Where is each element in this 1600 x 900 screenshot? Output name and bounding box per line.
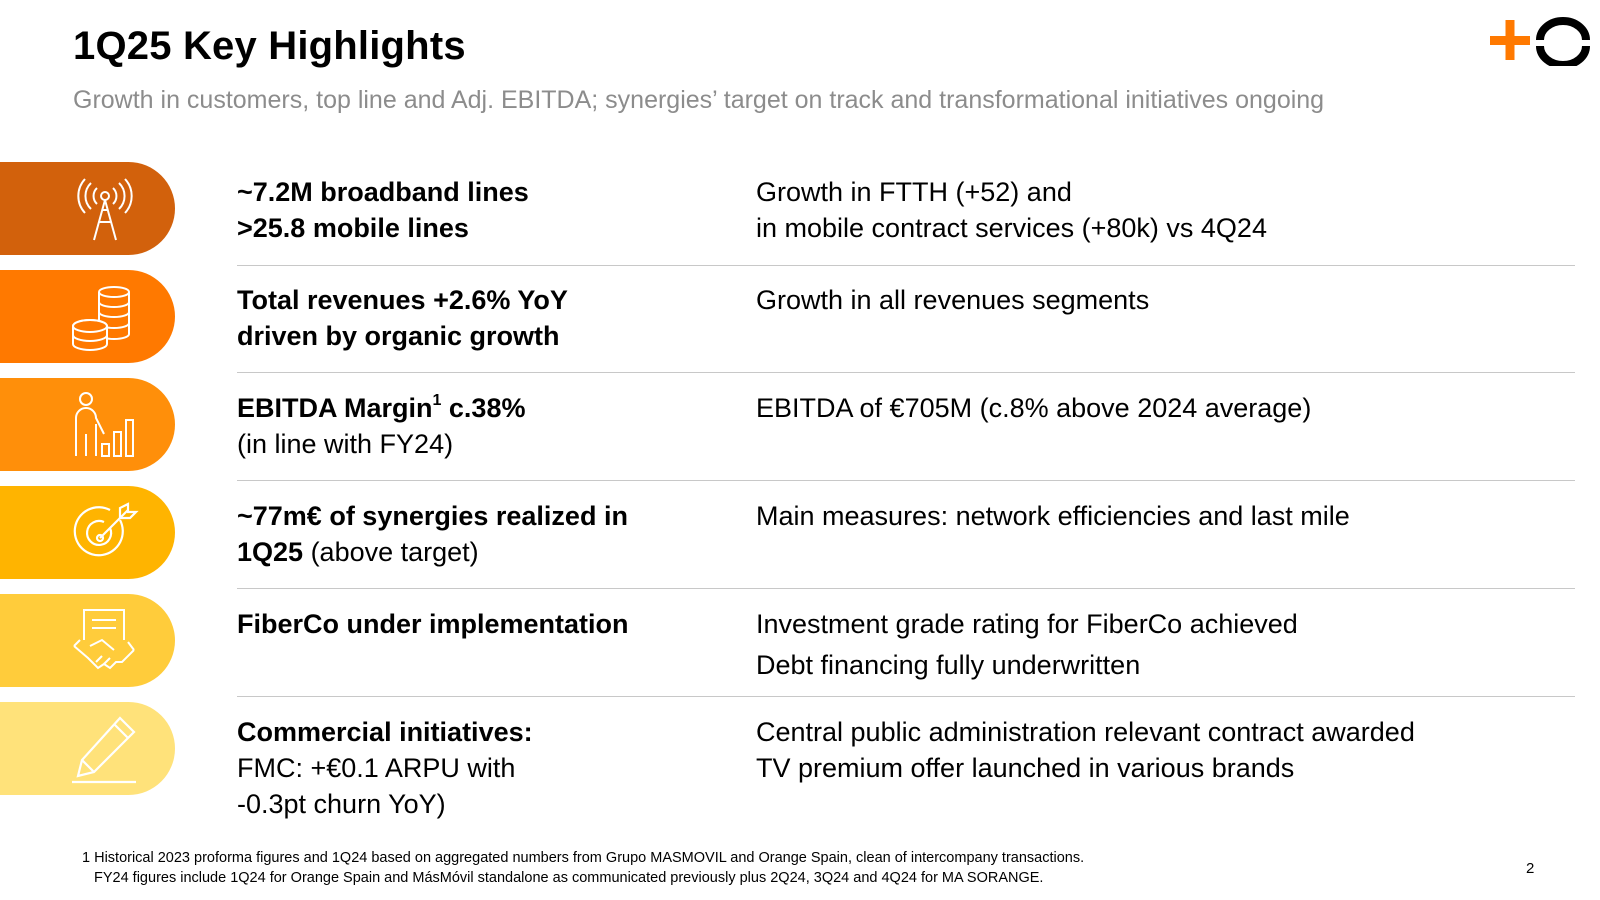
footnote-line: 1 Historical 2023 proforma figures and 1… xyxy=(82,850,1085,866)
highlight-row-customers: ~7.2M broadband lines >25.8 mobile lines… xyxy=(0,162,1600,270)
highlight-row-fiberco: FiberCo under implementation Investment … xyxy=(0,594,1600,702)
highlight-detail: EBITDA of €705M (c.8% above 2024 average… xyxy=(756,393,1312,423)
highlight-detail: Central public administration relevant c… xyxy=(756,717,1415,783)
handshake-document-icon xyxy=(73,609,135,670)
footnote: 1 Historical 2023 proforma figures and 1… xyxy=(82,848,1084,888)
row-pill xyxy=(0,594,175,687)
highlight-detail: Growth in FTTH (+52) and in mobile contr… xyxy=(756,177,1267,243)
highlight-metric: EBITDA Margin1 c.38% (in line with FY24) xyxy=(237,392,526,460)
page-subtitle: Growth in customers, top line and Adj. E… xyxy=(73,86,1325,114)
row-divider xyxy=(237,480,1575,481)
coins-icon xyxy=(72,286,130,351)
page-number: 2 xyxy=(1526,860,1535,877)
masorange-logo-icon xyxy=(1490,17,1590,66)
highlight-metric: ~7.2M broadband lines >25.8 mobile lines xyxy=(237,177,529,243)
row-pill xyxy=(0,378,175,471)
page-title: 1Q25 Key Highlights xyxy=(73,24,466,68)
highlight-row-synergies: ~77m€ of synergies realized in 1Q25 (abo… xyxy=(0,486,1600,594)
row-pill xyxy=(0,270,175,363)
highlight-detail: Investment grade rating for FiberCo achi… xyxy=(756,609,1298,680)
row-pill xyxy=(0,702,175,795)
highlight-metric: Total revenues +2.6% YoY driven by organ… xyxy=(237,285,568,351)
row-divider xyxy=(237,588,1575,589)
target-icon xyxy=(73,502,139,557)
highlight-metric: Commercial initiatives: FMC: +€0.1 ARPU … xyxy=(237,717,533,819)
row-divider xyxy=(237,265,1575,266)
row-pill xyxy=(0,486,175,579)
pencil-icon xyxy=(72,716,136,784)
footnote-line: FY24 figures include 1Q24 for Orange Spa… xyxy=(94,870,1044,886)
highlight-metric: FiberCo under implementation xyxy=(237,609,629,639)
row-divider xyxy=(237,696,1575,697)
highlight-row-ebitda: EBITDA Margin1 c.38% (in line with FY24)… xyxy=(0,378,1600,486)
antenna-icon xyxy=(77,178,133,241)
highlight-detail: Main measures: network efficiencies and … xyxy=(756,501,1350,531)
row-pill xyxy=(0,162,175,255)
person-chart-icon xyxy=(75,392,134,457)
highlight-row-commercial: Commercial initiatives: FMC: +€0.1 ARPU … xyxy=(0,702,1600,819)
highlight-metric: ~77m€ of synergies realized in 1Q25 (abo… xyxy=(237,501,628,567)
highlight-detail: Growth in all revenues segments xyxy=(756,285,1150,315)
row-divider xyxy=(237,372,1575,373)
highlight-row-revenues: Total revenues +2.6% YoY driven by organ… xyxy=(0,270,1600,378)
